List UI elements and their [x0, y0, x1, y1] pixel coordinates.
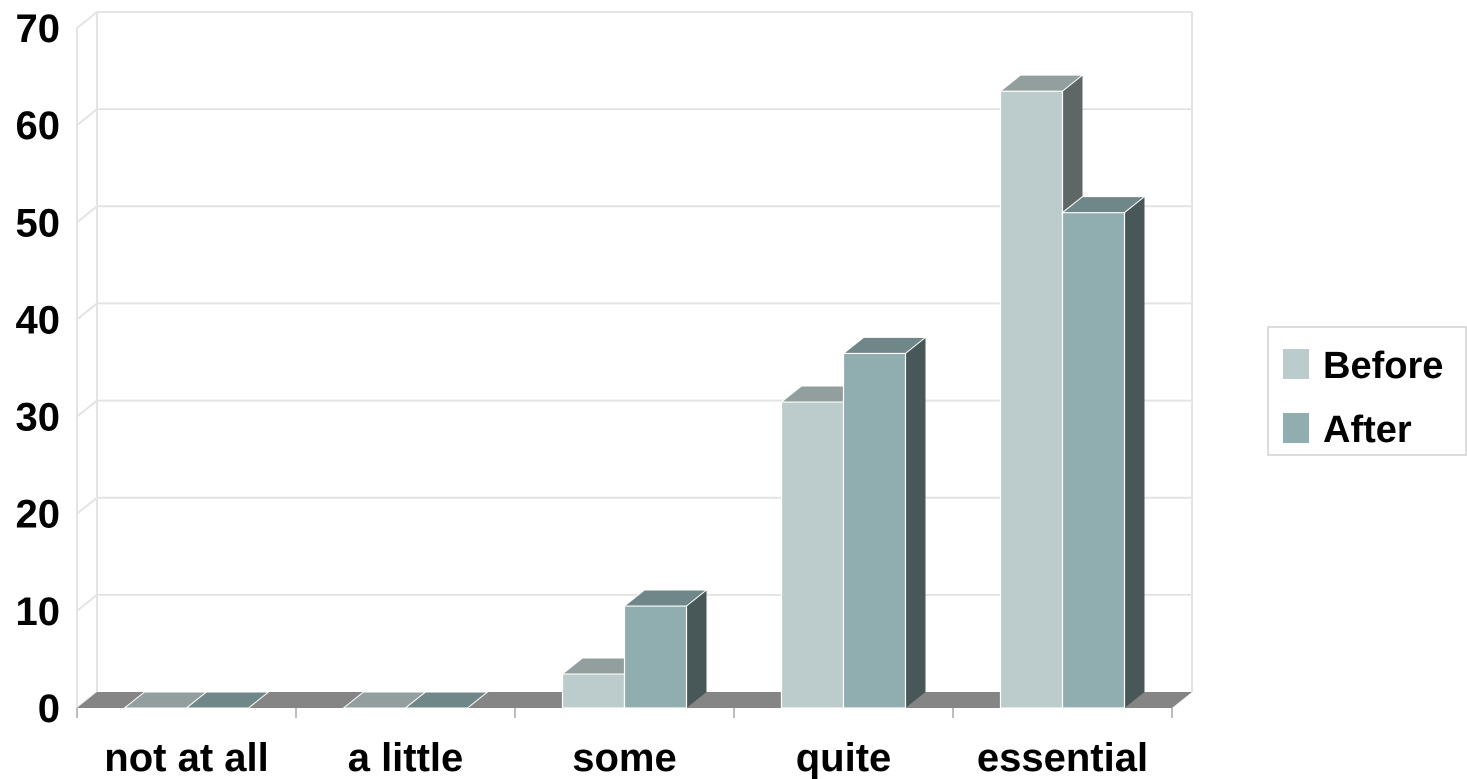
bar-front-face [842, 352, 907, 709]
bar-top-face [623, 589, 708, 607]
gridline-side [76, 108, 98, 126]
x-category-label: a little [348, 736, 464, 779]
bar-after-quite [842, 336, 927, 709]
x-category-label: quite [796, 736, 892, 779]
bar-top-face [999, 74, 1084, 92]
legend: Before After [1267, 326, 1467, 456]
bar-after-a-little [404, 691, 489, 709]
bar-top-face [842, 336, 927, 354]
y-tick-label: 50 [16, 201, 61, 245]
bar-side-face [686, 590, 707, 708]
legend-swatch-before [1283, 349, 1309, 379]
gridline-side [76, 11, 98, 29]
y-tick-label: 20 [16, 493, 61, 537]
bar-after-essential [1061, 196, 1146, 709]
y-tick-label: 10 [16, 590, 61, 634]
x-category-label: essential [977, 736, 1148, 779]
bars [123, 74, 1146, 709]
bar-after-some [623, 589, 708, 709]
legend-label-before: Before [1323, 345, 1443, 387]
y-tick-label: 70 [16, 7, 61, 51]
x-category-label: some [572, 736, 677, 779]
bar-front-face [561, 673, 626, 709]
bar-top-face [404, 691, 489, 709]
gridline-side [76, 302, 98, 321]
bar-front-face [1061, 211, 1126, 709]
bar-front-face [999, 90, 1064, 709]
x-axis-labels: not at all a little some quite essential [104, 736, 1148, 779]
y-axis-ticks: 0 10 20 30 40 50 60 70 [16, 7, 61, 731]
gridline-side [76, 399, 98, 418]
bar-top-face [185, 691, 270, 709]
bar-top-face [1061, 196, 1146, 214]
x-category-label: not at all [104, 736, 268, 779]
legend-label-after: After [1323, 409, 1412, 451]
bar-front-face [623, 605, 688, 709]
y-tick-label: 60 [16, 104, 61, 148]
bar-front-face [780, 401, 845, 709]
gridline-side [76, 205, 98, 224]
gridline-side [76, 496, 98, 515]
bar-side-face [1124, 196, 1145, 709]
gridline-side [76, 594, 98, 612]
bar-side-face [905, 337, 926, 708]
y-tick-label: 0 [38, 687, 60, 731]
y-tick-label: 40 [16, 298, 61, 342]
bar-after-not-at-all [185, 691, 270, 709]
y-tick-label: 30 [16, 396, 61, 440]
legend-swatch-after [1283, 413, 1309, 443]
